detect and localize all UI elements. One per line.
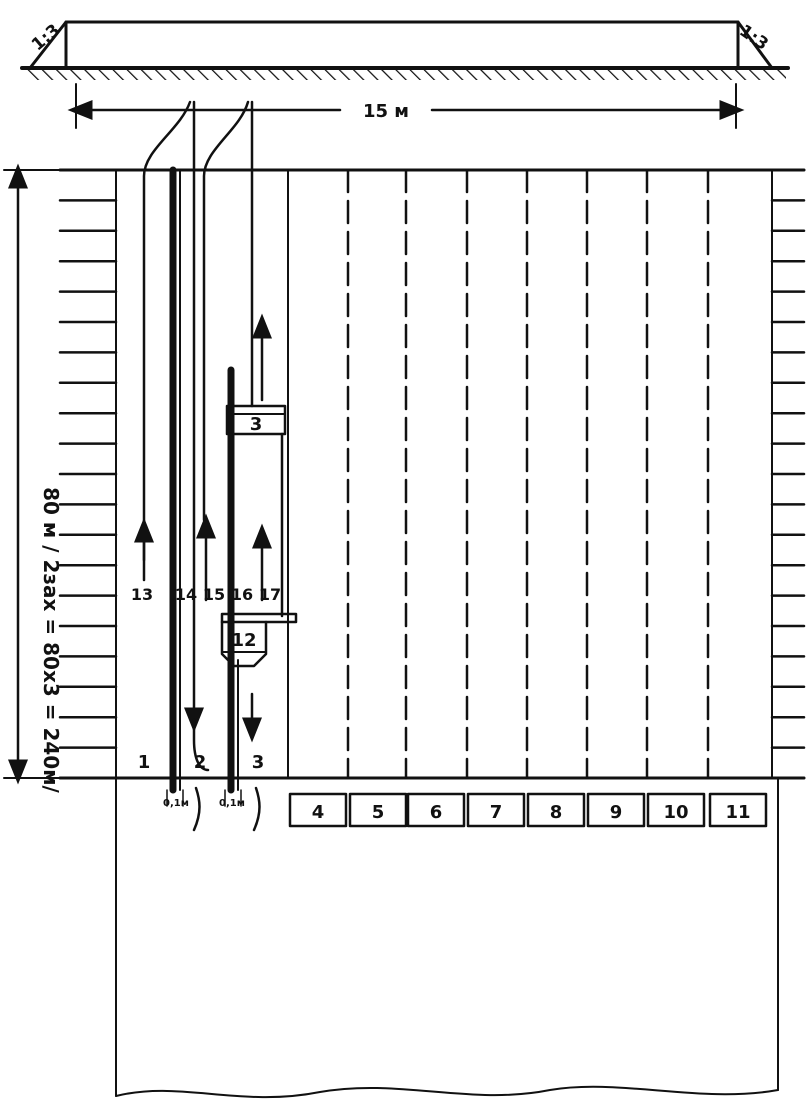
spreader-label: 12 (231, 630, 256, 651)
machine-box-7: 7 (466, 792, 526, 828)
length-label: 80 м / 2зах = 80х3 = 240м/ (39, 487, 63, 793)
path-13 (142, 100, 192, 562)
strip-dividers (346, 168, 710, 780)
bottom-zone-wavy-edge (115, 1085, 779, 1099)
embankment-profile: 1:3 1:3 (20, 20, 790, 80)
machine-box-label-10: 10 (663, 802, 688, 823)
machine-box-4: 4 (288, 792, 348, 828)
machine-box-frame-5 (348, 792, 408, 828)
machine-box-frame-9 (586, 792, 646, 828)
return-curve-1 (192, 786, 201, 832)
machine-box-frame-6 (406, 792, 466, 828)
path-15 (202, 100, 250, 522)
ground-hatching (26, 68, 786, 80)
machine-roller: 3 (225, 404, 287, 622)
path-label-13: 13 (131, 585, 153, 604)
machine-box-9: 9 (586, 792, 646, 828)
machine-box-6: 6 (406, 792, 466, 828)
machine-box-frame-4 (288, 792, 348, 828)
machine-box-label-4: 4 (312, 802, 325, 823)
machine-box-label-11: 11 (725, 802, 750, 823)
machine-box-8: 8 (526, 792, 586, 828)
machine-box-frame-10 (646, 792, 706, 828)
machine-boxes: 4 5 6 7 8 9 10 11 (288, 792, 768, 828)
strip-label-3: 3 (252, 752, 265, 773)
width-dimension: 15 м (67, 83, 745, 129)
strip-label-2: 2 (194, 752, 207, 773)
ticks-right (770, 168, 806, 780)
machine-box-frame-8 (526, 792, 586, 828)
roller-box (225, 404, 287, 436)
roller-label: 3 (250, 414, 263, 435)
machine-box-11: 11 (708, 792, 768, 828)
machine-box-label-6: 6 (430, 802, 443, 823)
machine-box-10: 10 (646, 792, 706, 828)
path-label-15: 15 (203, 585, 225, 604)
machine-box-label-9: 9 (610, 802, 623, 823)
machine-box-label-5: 5 (372, 802, 385, 823)
slope-left-label: 1:3 (28, 20, 64, 55)
machine-spreader: 12 (220, 612, 298, 668)
bottom-zone: 4 5 6 7 8 9 10 11 0,1м 0,1м (115, 777, 779, 1099)
machine-box-label-8: 8 (550, 802, 563, 823)
ticks-left (58, 168, 118, 780)
path-label-17: 17 (259, 585, 281, 604)
spreader-body (220, 620, 268, 668)
embankment-outline (28, 20, 774, 70)
gap-label-1: 0,1м (163, 798, 189, 809)
gap-label-2: 0,1м (219, 798, 245, 809)
machine-box-label-7: 7 (490, 802, 503, 823)
machine-box-5: 5 (348, 792, 408, 828)
work-area: 3 12 13 14 15 16 17 1 2 3 (58, 100, 806, 832)
path-label-16: 16 (231, 585, 253, 604)
spreader-blade (220, 612, 298, 624)
machine-box-frame-11 (708, 792, 768, 828)
width-label: 15 м (363, 101, 409, 122)
path-label-14: 14 (175, 585, 197, 604)
machine-box-frame-7 (466, 792, 526, 828)
length-dimension: 80 м / 2зах = 80х3 = 240м/ (3, 163, 63, 794)
strip-label-1: 1 (138, 752, 151, 773)
return-curve-2 (252, 786, 261, 832)
path-14-tail (192, 718, 210, 772)
